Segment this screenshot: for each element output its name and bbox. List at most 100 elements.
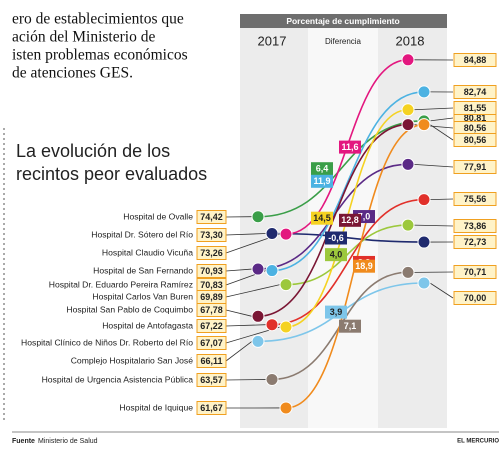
slope-line bbox=[271, 232, 425, 243]
hospital-label: Hospital Dr. Eduardo Pereira Ramírez bbox=[49, 279, 193, 289]
intro-line: de atenciones GES. bbox=[12, 65, 133, 82]
hospital-label: Hospital de Antofagasta bbox=[102, 320, 193, 330]
difference-box bbox=[325, 248, 347, 262]
value-box bbox=[196, 264, 227, 278]
value-box bbox=[196, 319, 227, 333]
value-box bbox=[196, 373, 227, 387]
dot-2018 bbox=[417, 276, 431, 290]
column-label: Diferencia bbox=[325, 37, 362, 46]
leader bbox=[225, 324, 267, 327]
hospital-label: Hospital de San Fernando bbox=[93, 265, 193, 275]
leader bbox=[225, 284, 281, 298]
dot-2017 bbox=[279, 401, 293, 415]
difference-label: 3,9 bbox=[330, 307, 343, 317]
value-label-2018: 70,00 bbox=[464, 293, 487, 303]
intro-line: isten problemas económicos bbox=[12, 47, 188, 64]
dot-2017 bbox=[265, 227, 279, 240]
leader bbox=[429, 198, 454, 200]
value-box bbox=[196, 401, 227, 415]
chart-title: Porcentaje de cumplimiento bbox=[286, 16, 399, 26]
value-label-2018: 73,86 bbox=[464, 221, 487, 231]
difference-label: 12,8 bbox=[341, 215, 359, 225]
value-label-2018: 80,56 bbox=[464, 123, 487, 133]
hospital-label: Hospital Carlos Van Buren bbox=[92, 291, 193, 301]
dot-2017 bbox=[251, 309, 265, 323]
subtitle-line: recintos peor evaluados bbox=[16, 164, 207, 184]
value-box bbox=[453, 235, 497, 249]
hospital-label: Hospital de Iquique bbox=[119, 402, 193, 412]
difference-box bbox=[353, 259, 375, 273]
hospital-label: Hospital de Ovalle bbox=[123, 211, 193, 221]
column-label: 2018 bbox=[396, 33, 425, 48]
difference-label: 6,4 bbox=[316, 164, 329, 174]
value-box bbox=[196, 210, 227, 224]
value-box bbox=[196, 336, 227, 350]
value-label-2017: 70,93 bbox=[200, 266, 223, 276]
value-box bbox=[453, 85, 497, 99]
footer-brand: EL MERCURIO bbox=[457, 439, 499, 445]
footer-source-label: Fuente bbox=[12, 438, 35, 445]
dot-2017 bbox=[279, 227, 293, 241]
leader bbox=[225, 268, 253, 272]
difference-label: -0,6 bbox=[328, 233, 344, 243]
value-label-2017: 73,26 bbox=[200, 248, 223, 258]
labels: Hospital de Ovalle 74,42 80,81 6,4 Hospital … bbox=[21, 53, 497, 415]
difference-label: 14,5 bbox=[313, 213, 331, 223]
difference-label: 11,6 bbox=[341, 142, 358, 152]
dots bbox=[251, 53, 431, 415]
value-box bbox=[453, 133, 497, 147]
value-label-2017: 67,07 bbox=[200, 338, 223, 348]
dot-2018 bbox=[401, 157, 415, 171]
value-label-2017: 73,30 bbox=[200, 230, 223, 240]
value-box bbox=[196, 246, 227, 260]
value-label-2017: 66,11 bbox=[200, 356, 222, 366]
slope-line bbox=[271, 91, 425, 272]
value-box bbox=[196, 354, 227, 368]
value-label-2017: 74,42 bbox=[200, 212, 223, 222]
hospital-label: Hospital Clínico de Niños Dr. Roberto de… bbox=[21, 337, 193, 347]
value-box bbox=[453, 291, 497, 305]
value-label-2018: 80,56 bbox=[464, 135, 487, 145]
difference-label: 7,0 bbox=[358, 211, 371, 221]
difference-label: 18,9 bbox=[355, 261, 373, 271]
value-box bbox=[453, 160, 497, 174]
dot-2017 bbox=[265, 264, 279, 278]
hospital-label: Hospital San Pablo de Coquimbo bbox=[66, 304, 193, 314]
plot: Hospital de Ovalle 74,42 80,81 6,4 Hospital … bbox=[21, 53, 497, 415]
dot-2018 bbox=[417, 85, 431, 99]
value-label-2018: 82,74 bbox=[464, 87, 487, 97]
slope-line bbox=[257, 120, 425, 218]
value-box bbox=[453, 53, 497, 67]
dot-2018 bbox=[417, 235, 431, 249]
dot-2018 bbox=[401, 118, 415, 132]
dot-2017 bbox=[279, 278, 293, 292]
difference-label: 4,0 bbox=[330, 250, 343, 260]
footer-source: Ministerio de Salud bbox=[38, 438, 98, 445]
dot-2018 bbox=[401, 265, 415, 279]
value-label-2018: 77,91 bbox=[464, 162, 487, 172]
slope-line bbox=[271, 198, 425, 326]
dot-2017 bbox=[279, 320, 293, 334]
hospital-label: Hospital Claudio Vicuña bbox=[102, 247, 193, 257]
dot-2018 bbox=[417, 193, 431, 207]
difference-box bbox=[311, 174, 333, 188]
hospital-label: Hospital de Urgencia Asistencia Pública bbox=[42, 374, 194, 384]
value-box bbox=[196, 228, 227, 242]
value-label-2017: 67,22 bbox=[200, 321, 223, 331]
dot-2017 bbox=[251, 334, 265, 348]
value-label-2018: 81,55 bbox=[464, 103, 487, 113]
difference-label: 11,9 bbox=[313, 176, 330, 186]
header-bar bbox=[240, 14, 447, 28]
leader bbox=[413, 224, 454, 227]
dot-2018 bbox=[401, 218, 415, 232]
value-label-2017: 63,57 bbox=[200, 375, 223, 385]
dot-2018 bbox=[417, 118, 431, 132]
difference-box bbox=[311, 162, 333, 176]
value-label-2018: 84,88 bbox=[464, 55, 487, 65]
leader bbox=[429, 124, 454, 141]
value-box bbox=[453, 192, 497, 206]
leader bbox=[225, 309, 253, 317]
value-label-2017: 70,83 bbox=[200, 280, 223, 290]
subtitle-line: La evolución de los bbox=[16, 141, 170, 161]
